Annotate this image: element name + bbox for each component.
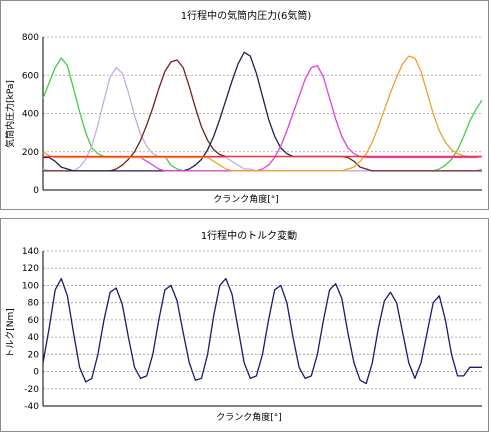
y-tick-label: 40 [28,333,40,343]
x-axis-label: クランク角度[°] [216,411,282,423]
y-tick-label: 120 [22,264,39,274]
y-tick-label: 400 [22,110,39,120]
y-tick-label: 140 [22,247,39,257]
y-axis-label: 気筒内圧力[kPa] [4,80,16,148]
y-tick-label: 20 [28,350,40,360]
torque-chart-panel: 1行程中のトルク変動 -40 -20 0 20 40 60 80 100 120 140 クランク… [0,218,489,432]
y-tick-label: -40 [24,402,39,412]
x-axis-label: クランク角度[°] [213,193,279,205]
y-tick-label: 100 [22,281,39,291]
y-axis-label: トルク[Nm] [5,308,16,358]
y-tick-label: 200 [22,148,39,158]
y-tick-label: 60 [28,316,40,326]
series-line-3 [43,51,482,172]
y-tick-label: 80 [28,299,40,309]
torque-chart: 1行程中のトルク変動 -40 -20 0 20 40 60 80 100 120 140 クランク… [5,229,482,423]
y-tick-label: 800 [22,33,39,43]
y-tick-label: 0 [33,368,39,378]
y-tick-label: 0 [33,186,39,196]
chart-title: 1行程中のトルク変動 [201,229,297,242]
series-line-5 [42,55,482,172]
y-tick-label: 600 [22,71,39,81]
series-line-0 [42,277,482,385]
chart-title: 1行程中の気筒内圧力(6気筒) [181,9,312,22]
series-line-1 [42,66,483,172]
pressure-chart-panel: 1行程中の気筒内圧力(6気筒) 0 200 400 600 800 クランク角度[°] … [0,0,489,210]
series-line-2 [43,59,482,172]
y-tick-label: -20 [24,385,39,395]
